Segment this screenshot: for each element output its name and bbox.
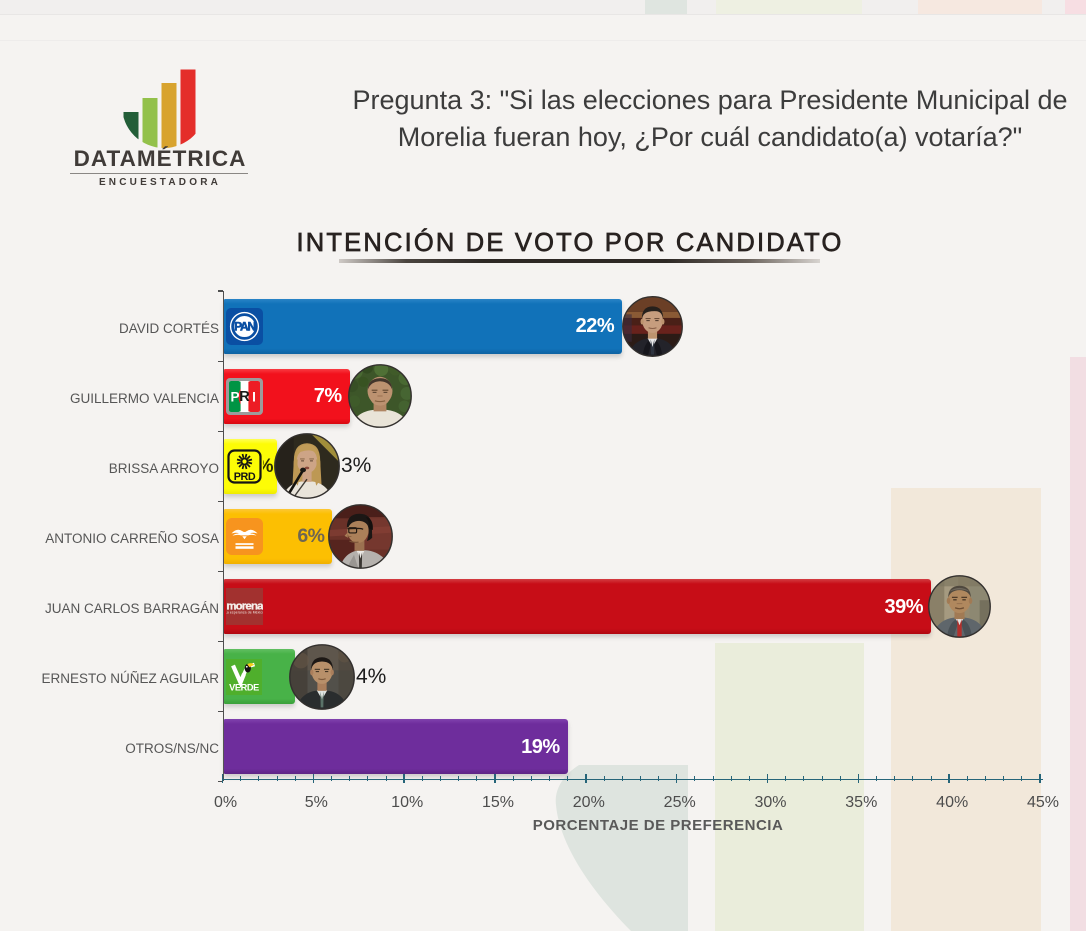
svg-text:VERDE: VERDE xyxy=(229,683,259,693)
svg-text:morena: morena xyxy=(226,600,263,612)
svg-text:R: R xyxy=(239,389,250,405)
svg-text:PRD: PRD xyxy=(234,471,256,483)
svg-text:PAN: PAN xyxy=(234,320,255,334)
svg-text:P: P xyxy=(230,390,239,405)
svg-text:I: I xyxy=(252,390,256,405)
svg-text:La esperanza de México: La esperanza de México xyxy=(226,611,263,615)
